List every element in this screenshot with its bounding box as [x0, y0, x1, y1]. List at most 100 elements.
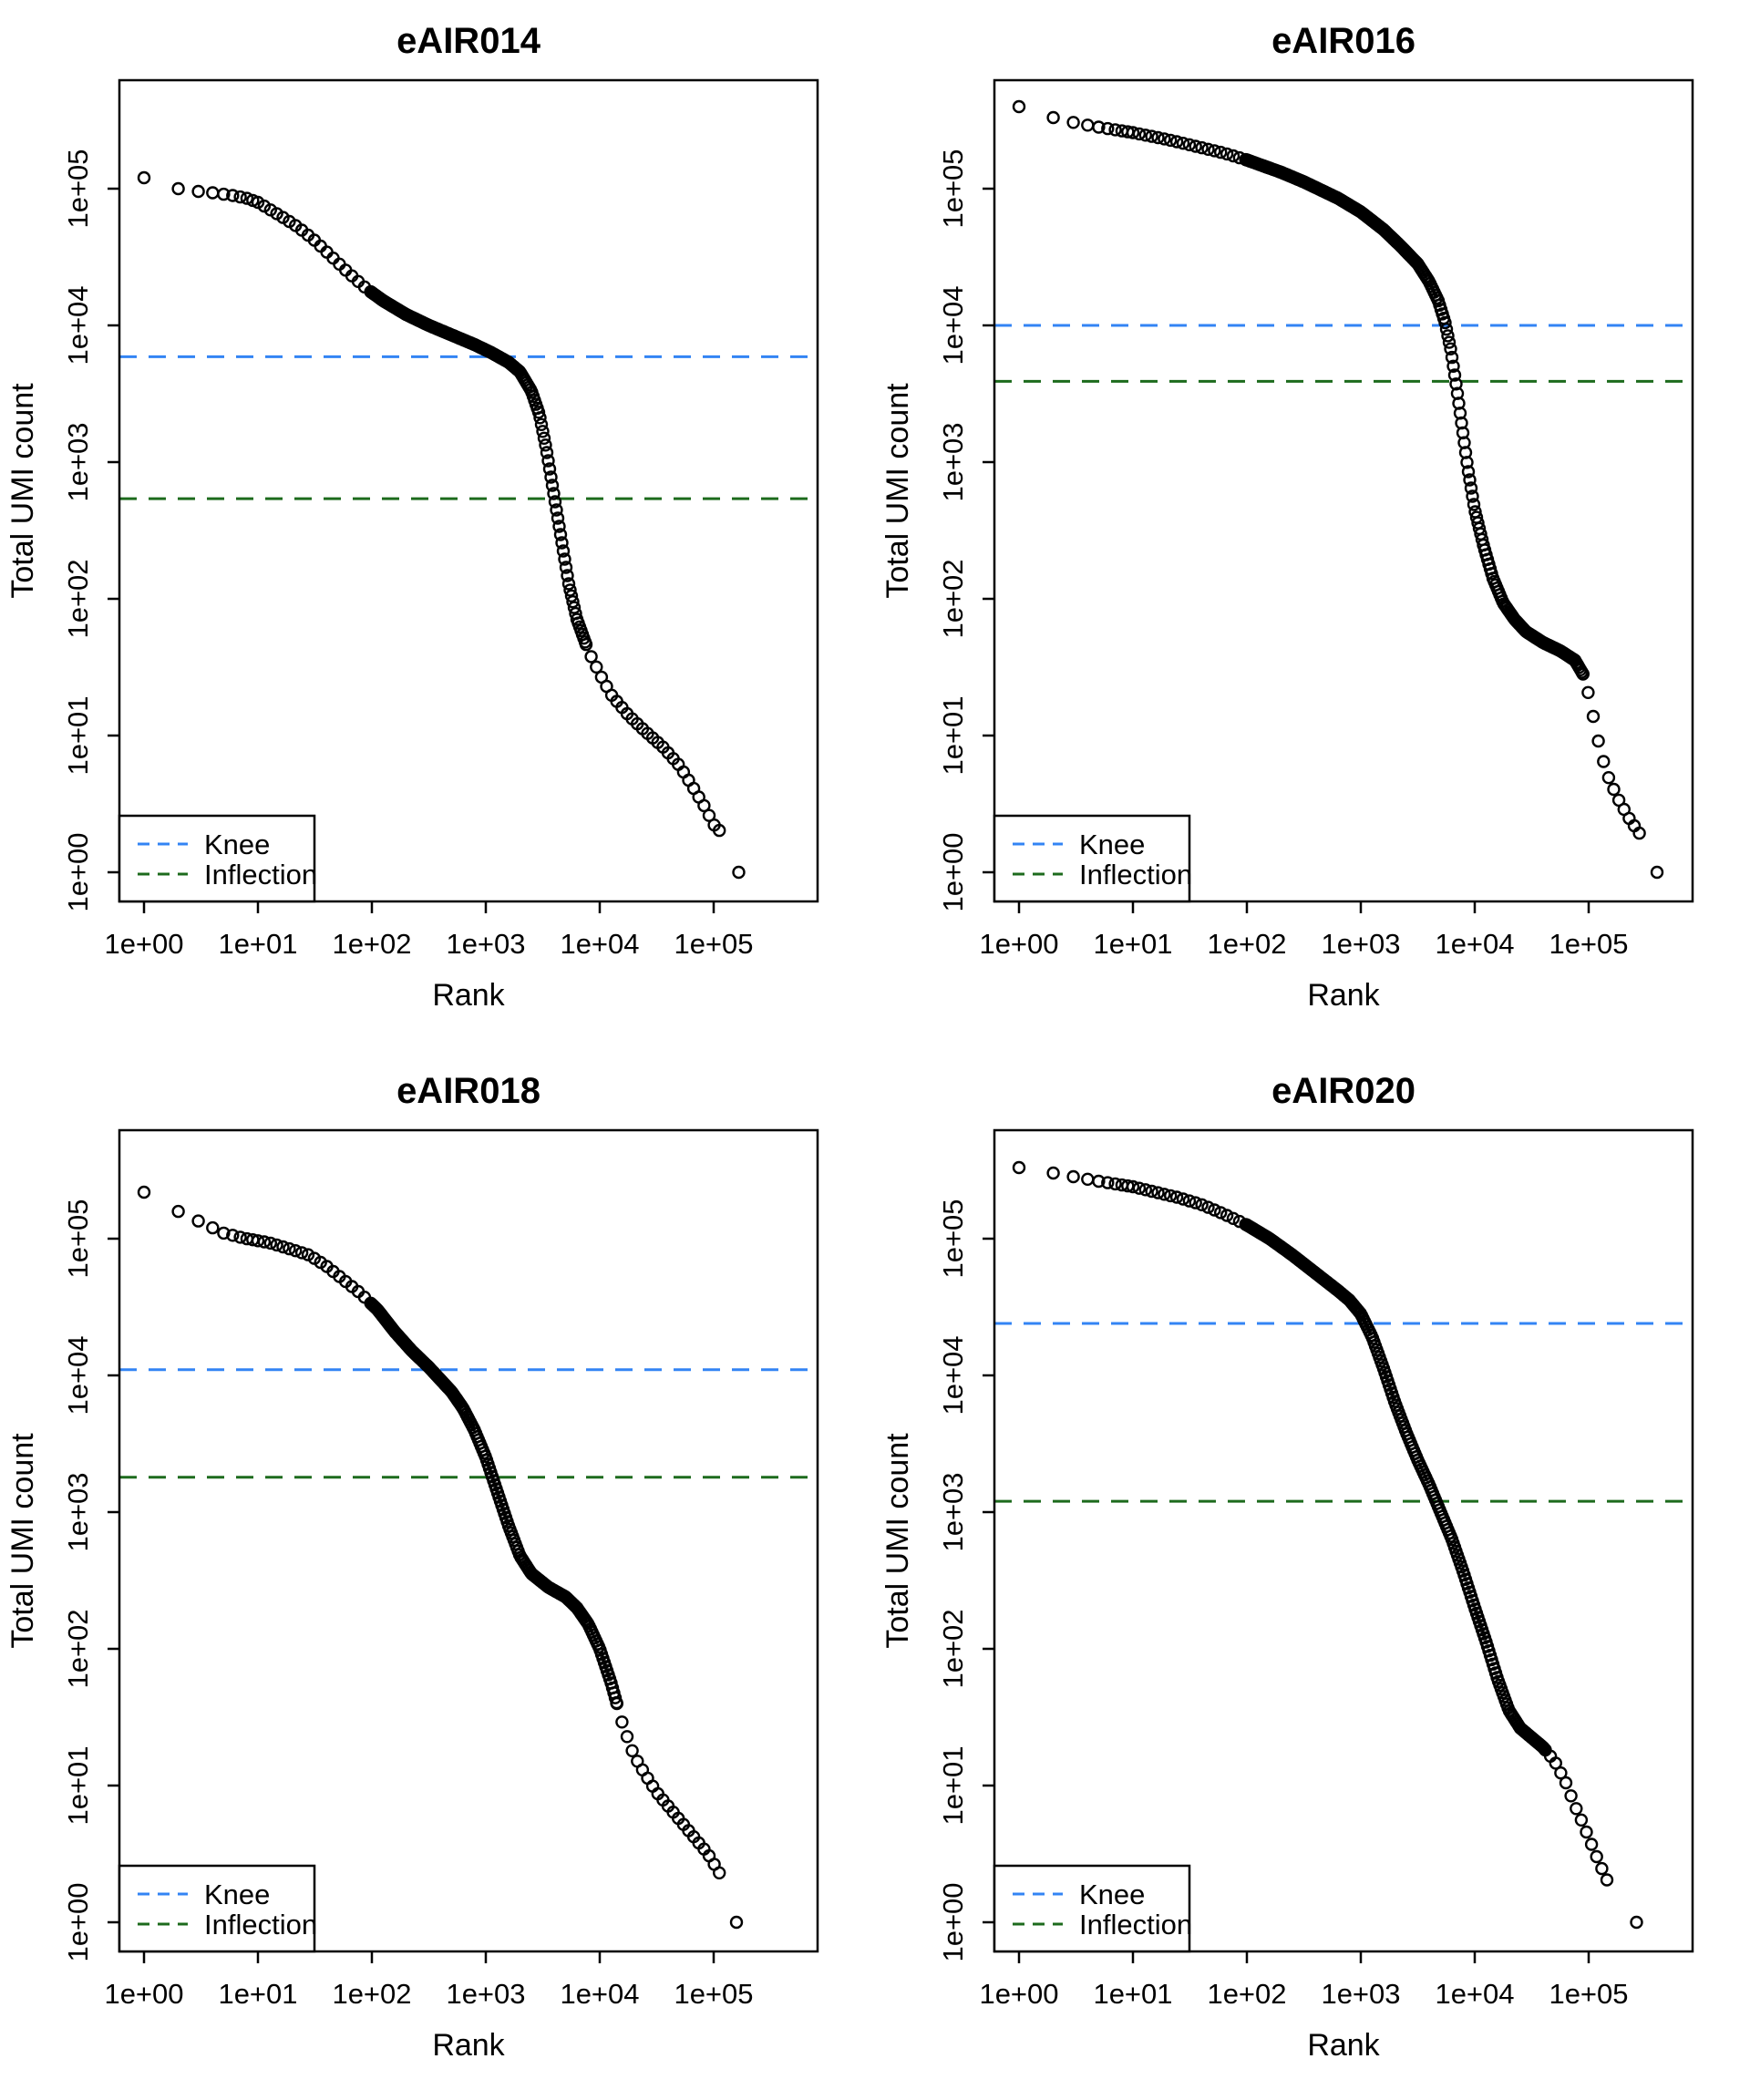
x-axis-tick-label: 1e+02 — [332, 1978, 411, 2010]
last-data-point — [732, 865, 746, 880]
x-axis-tick-label: 1e+01 — [218, 1978, 297, 2010]
data-point — [1581, 685, 1595, 699]
x-axis-tick-label: 1e+04 — [560, 928, 639, 960]
data-point — [1554, 1766, 1568, 1780]
last-data-point — [1630, 1915, 1643, 1930]
y-axis-title: Total UMI count — [5, 1433, 40, 1649]
x-axis-tick-label: 1e+00 — [979, 1978, 1058, 2010]
y-axis-tick-label: 1e+01 — [62, 695, 94, 775]
y-axis-tick-label: 1e+03 — [62, 1472, 94, 1551]
data-point — [552, 520, 566, 533]
data-point — [697, 798, 711, 813]
data-point — [1586, 709, 1601, 724]
data-point — [283, 1241, 296, 1256]
data-point — [1442, 335, 1457, 349]
x-axis-tick-label: 1e+03 — [446, 928, 525, 960]
data-point — [1126, 1179, 1140, 1194]
x-axis-tick-label: 1e+05 — [674, 928, 753, 960]
data-point — [251, 1234, 265, 1248]
data-point — [590, 660, 603, 674]
x-axis-tick-label: 1e+01 — [218, 928, 297, 960]
y-axis-tick-label: 1e+03 — [937, 1472, 969, 1551]
data-point — [584, 650, 598, 664]
data-point — [551, 511, 565, 525]
data-point — [1447, 368, 1462, 382]
data-point — [541, 454, 555, 468]
legend-inflection-label: Inflection — [204, 859, 317, 890]
data-point — [533, 411, 547, 425]
plot-box — [993, 1128, 1694, 1953]
y-axis-tick-label: 1e+02 — [62, 559, 94, 638]
data-point — [1439, 323, 1454, 336]
data-point — [171, 1204, 185, 1219]
legend-box — [993, 814, 1191, 903]
data-point — [1595, 1861, 1609, 1876]
data-point — [1046, 110, 1060, 125]
data-point — [1169, 1190, 1184, 1204]
x-axis-tick-label: 1e+04 — [1435, 1978, 1514, 2010]
data-point — [1441, 329, 1455, 343]
data-point — [713, 823, 726, 838]
data-point — [1220, 1209, 1234, 1222]
panel-title: eAIR018 — [396, 1071, 540, 1111]
y-axis-tick-label: 1e+04 — [62, 285, 94, 365]
data-point — [1607, 782, 1621, 797]
x-axis-title: Rank — [1307, 2028, 1380, 2063]
data-point — [1632, 826, 1646, 840]
y-axis-tick-label: 1e+04 — [62, 1335, 94, 1415]
data-point — [1446, 359, 1460, 373]
rank-curve-points — [1012, 1160, 1643, 1930]
data-point — [558, 552, 571, 566]
legend-knee-label: Knee — [1079, 1879, 1145, 1910]
legend-inflection-label: Inflection — [1079, 1909, 1192, 1940]
data-point — [625, 1744, 639, 1757]
data-point — [1549, 1756, 1562, 1770]
plot-box — [993, 78, 1694, 903]
y-axis-tick-label: 1e+05 — [62, 149, 94, 228]
data-point — [1081, 118, 1095, 132]
data-point — [1195, 1198, 1209, 1212]
x-axis-tick-label: 1e+03 — [446, 1978, 525, 2010]
x-axis-title: Rank — [1307, 978, 1380, 1013]
data-point — [1449, 377, 1463, 391]
y-axis-tick-label: 1e+01 — [62, 1745, 94, 1825]
data-point — [1158, 132, 1171, 146]
data-point — [610, 1696, 623, 1711]
rank-plot-panel: eAIR020 1e+00 1e+01 1e+02 1e+03 1e+04 1e+05 1e+… — [880, 1071, 1694, 2063]
data-point — [566, 595, 580, 609]
data-point — [1601, 771, 1616, 785]
data-point — [1460, 456, 1474, 469]
data-point — [1208, 144, 1221, 158]
data-point — [1464, 481, 1478, 495]
data-point — [615, 1715, 629, 1729]
x-axis-tick-label: 1e+03 — [1321, 1978, 1400, 2010]
data-point — [563, 583, 577, 597]
data-point — [1132, 1181, 1147, 1195]
y-axis-tick-label: 1e+00 — [62, 832, 94, 911]
data-point — [1101, 1176, 1115, 1189]
data-point — [564, 589, 579, 602]
data-point — [620, 1730, 634, 1744]
data-point — [1081, 1172, 1095, 1187]
data-point — [1176, 136, 1190, 150]
data-point — [1208, 1203, 1221, 1217]
data-point — [553, 528, 568, 541]
x-axis-tick-label: 1e+05 — [674, 1978, 753, 2010]
y-axis-tick-label: 1e+00 — [937, 1882, 969, 1961]
data-point — [536, 425, 550, 438]
data-point — [559, 561, 573, 574]
y-axis-tick-label: 1e+04 — [937, 1335, 969, 1415]
data-point — [1108, 123, 1122, 137]
data-point — [1461, 465, 1476, 479]
data-point — [1176, 1192, 1190, 1206]
y-axis-tick-label: 1e+03 — [62, 422, 94, 501]
rank-plot-panel: eAIR014 1e+00 1e+01 1e+02 1e+03 1e+04 1e+05 1e+… — [5, 21, 819, 1013]
data-point — [1467, 498, 1481, 511]
data-point — [537, 431, 551, 445]
data-point — [1214, 1206, 1228, 1220]
data-point — [1151, 1186, 1165, 1199]
data-point — [550, 503, 563, 517]
data-point — [1158, 1188, 1171, 1201]
data-point — [545, 479, 560, 492]
data-point — [1151, 130, 1165, 145]
